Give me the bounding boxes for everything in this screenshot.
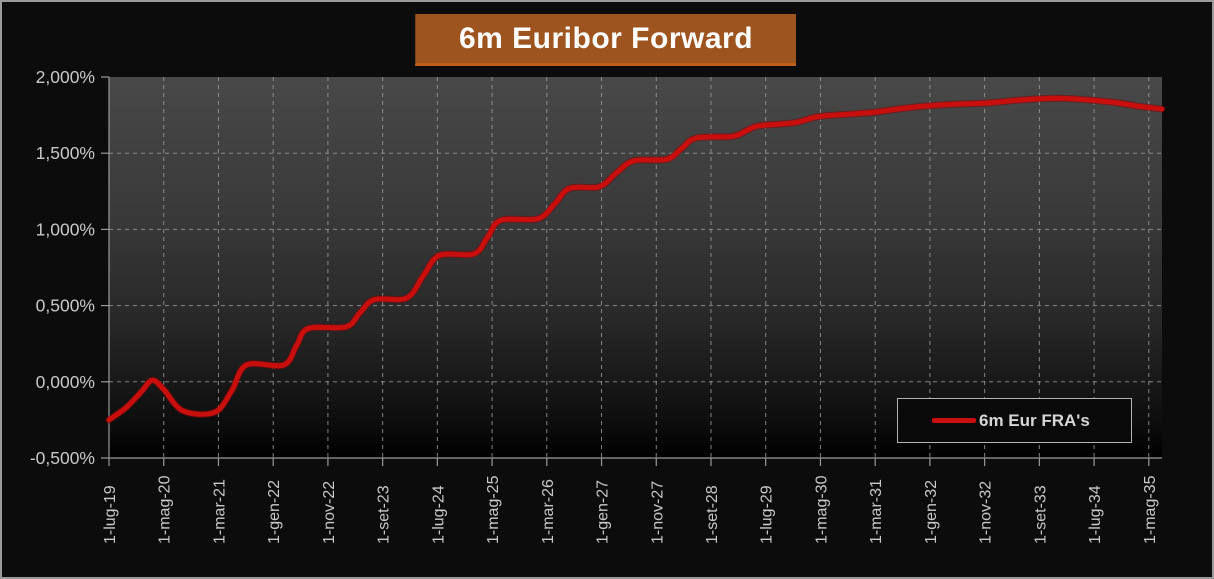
plot-area	[109, 77, 1162, 458]
y-tick-label: 0,500%	[36, 296, 95, 316]
x-tick-label: 1-lug-34	[1087, 485, 1104, 544]
legend-line-sample	[932, 418, 976, 423]
x-tick-label: 1-mag-35	[1142, 475, 1159, 544]
x-tick-label: 1-gen-27	[595, 480, 612, 544]
chart-title-text: 6m Euribor Forward	[458, 21, 754, 55]
x-tick-label: 1-mag-25	[485, 475, 502, 544]
y-tick-label: 2,000%	[36, 67, 95, 87]
x-tick-label: 1-lug-24	[430, 485, 447, 544]
x-tick-label: 1-lug-29	[759, 485, 776, 544]
x-tick-label: 1-mar-21	[211, 479, 228, 544]
y-tick-label: 1,000%	[36, 219, 95, 239]
x-tick-label: 1-nov-27	[649, 481, 666, 544]
x-tick-label: 1-gen-32	[923, 480, 940, 544]
x-tick-label: 1-nov-32	[978, 481, 995, 544]
x-tick-label: 1-set-28	[704, 485, 721, 544]
x-tick-label: 1-mag-20	[157, 475, 174, 544]
x-tick-label: 1-mar-31	[868, 479, 885, 544]
y-tick-label: -0,500%	[30, 448, 95, 468]
series-line	[106, 95, 1165, 423]
legend-series-label: 6m Eur FRA's	[979, 410, 1090, 430]
x-tick-label: 1-set-33	[1032, 485, 1049, 544]
y-tick-label: 1,500%	[36, 143, 95, 163]
legend-box: 6m Eur FRA's	[897, 398, 1132, 443]
x-tick-label: 1-set-23	[376, 485, 393, 544]
x-tick-label: 1-nov-22	[321, 481, 338, 544]
y-tick-label: 0,000%	[36, 372, 95, 392]
x-tick-label: 1-mar-26	[540, 479, 557, 544]
chart-title-bar: 6m Euribor Forward	[415, 14, 796, 66]
x-tick-label: 1-lug-19	[102, 485, 119, 544]
x-tick-label: 1-gen-22	[266, 480, 283, 544]
x-tick-label: 1-mag-30	[813, 475, 830, 544]
